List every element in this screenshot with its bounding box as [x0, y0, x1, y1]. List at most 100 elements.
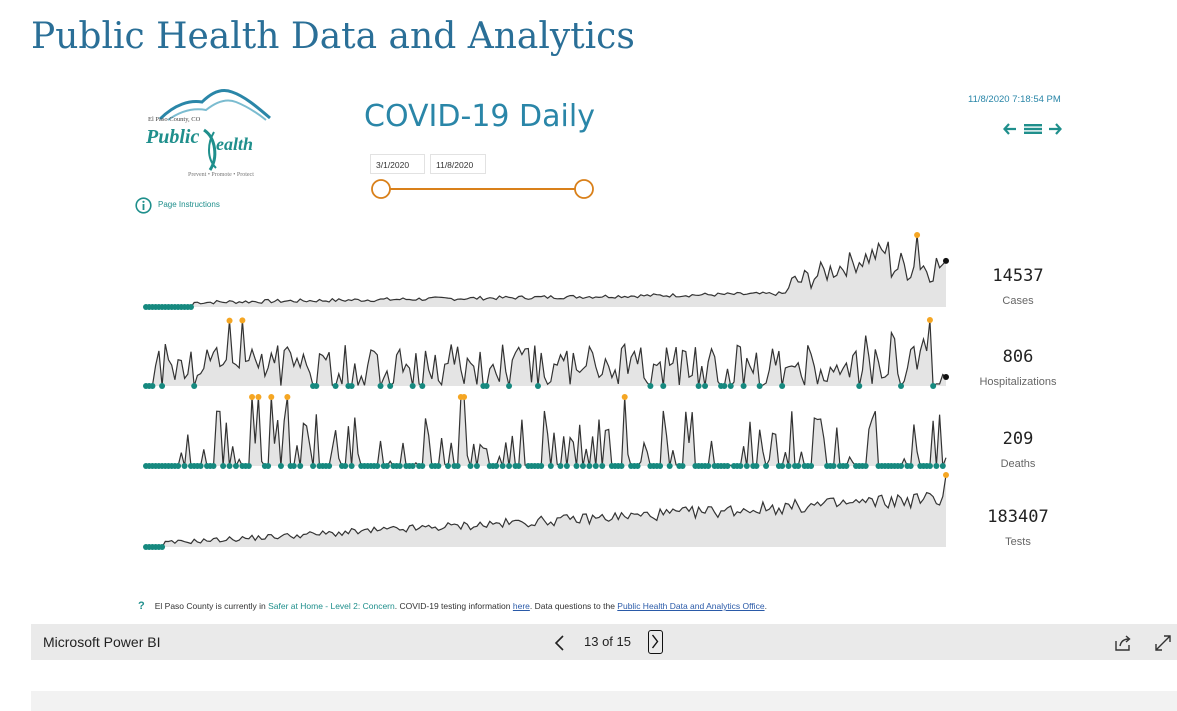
testing-info-link[interactable]: here: [512, 601, 530, 611]
deaths-zero-point: [277, 463, 284, 469]
info-circle-icon[interactable]: [135, 197, 152, 214]
hosp-zero-point: [506, 383, 513, 389]
page-title: Public Health Data and Analytics: [31, 16, 635, 57]
deaths-zero-point: [383, 463, 390, 469]
deaths-zero-point: [538, 463, 545, 469]
deaths-zero-point: [297, 463, 304, 469]
expand-icon[interactable]: [1153, 633, 1173, 653]
deaths-zero-point: [599, 463, 606, 469]
deaths-zero-point: [557, 463, 564, 469]
deaths-zero-point: [705, 463, 712, 469]
question-mark-icon[interactable]: ?: [138, 600, 145, 612]
hosp-zero-point: [756, 383, 763, 389]
footer-text-1: El Paso County is currently in: [154, 601, 269, 611]
hosp-zero-point: [348, 383, 355, 389]
hosp-last-point: [943, 374, 949, 380]
hosp-area: [146, 320, 946, 386]
date-range-slider[interactable]: [368, 177, 598, 201]
hosp-zero-point: [534, 383, 541, 389]
deaths-zero-point: [753, 463, 760, 469]
deaths-zero-point: [499, 463, 506, 469]
slider-end-handle[interactable]: [574, 179, 594, 199]
footer-text-3: . Data questions to the: [529, 601, 618, 611]
powerbi-toolbar: Microsoft Power BI 13 of 15: [31, 624, 1177, 660]
hosp-zero-point: [727, 383, 734, 389]
hosp-line: [146, 319, 947, 388]
hospitalizations-kpi-label: Hospitalizations: [979, 376, 1057, 388]
date-start-input[interactable]: 3/1/2020: [370, 154, 425, 174]
tests-peak-point: [943, 472, 949, 478]
tests-line: [146, 474, 947, 548]
hosp-zero-point: [191, 383, 198, 389]
chevron-left-icon[interactable]: [550, 633, 570, 653]
deaths-peak-point: [621, 394, 628, 400]
arrow-left-icon[interactable]: [1002, 121, 1018, 137]
footer-note: ? El Paso County is currently in Safer at…: [138, 600, 767, 612]
share-icon[interactable]: [1113, 633, 1133, 653]
bottom-strip: [31, 691, 1177, 711]
deaths-zero-point: [245, 463, 252, 469]
bookmark-menu-icon[interactable]: [1023, 123, 1043, 135]
deaths-zero-point: [898, 463, 905, 469]
date-end-input[interactable]: 11/8/2020: [430, 154, 486, 174]
deaths-zero-point: [374, 463, 381, 469]
cases-last-point: [943, 257, 949, 264]
hosp-zero-point: [702, 383, 709, 389]
deaths-zero-point: [454, 463, 461, 469]
cases-zero-point: [187, 304, 194, 310]
hosp-zero-point: [695, 383, 702, 389]
status-level-text: Safer at Home - Level 2: Concern: [268, 601, 395, 611]
deaths-area: [146, 397, 946, 466]
hosp-zero-point: [159, 383, 166, 389]
footer-text-2: . COVID-19 testing information: [394, 601, 513, 611]
footer-text-4: .: [764, 601, 767, 611]
powerbi-brand[interactable]: Microsoft Power BI: [43, 634, 161, 650]
hosp-zero-point: [483, 383, 490, 389]
deaths-sparkline: [143, 394, 947, 469]
slider-start-handle[interactable]: [371, 179, 391, 199]
hospitalizations-kpi-value: 806: [1002, 347, 1034, 367]
cases-peak-point: [914, 232, 921, 238]
page-counter: 13 of 15: [584, 634, 631, 649]
deaths-zero-point: [396, 463, 403, 469]
hosp-zero-point: [898, 383, 905, 389]
hosp-zero-point: [647, 383, 654, 389]
deaths-zero-point: [586, 463, 593, 469]
deaths-zero-point: [342, 463, 349, 469]
hosp-zero-point: [660, 383, 667, 389]
deaths-zero-point: [634, 463, 641, 469]
deaths-zero-point: [657, 463, 664, 469]
logo-county-text: El Paso County, CO: [148, 116, 201, 123]
hosp-peak-point: [226, 317, 233, 324]
arrow-right-icon[interactable]: [1047, 121, 1063, 137]
deaths-zero-point: [939, 463, 946, 469]
deaths-zero-point: [743, 463, 750, 469]
mountain-logo-icon: [158, 88, 271, 121]
deaths-zero-point: [724, 463, 731, 469]
deaths-zero-point: [197, 463, 204, 469]
logo-health-text: ealth: [216, 134, 254, 154]
deaths-zero-point: [618, 463, 625, 469]
deaths-zero-point: [326, 463, 333, 469]
deaths-zero-point: [467, 463, 474, 469]
deaths-zero-point: [737, 463, 744, 469]
hosp-zero-point: [930, 383, 937, 389]
deaths-zero-point: [785, 463, 792, 469]
deaths-zero-point: [547, 463, 554, 469]
deaths-peak-point: [461, 394, 468, 400]
deaths-zero-point: [435, 463, 442, 469]
deaths-zero-point: [175, 463, 182, 469]
deaths-zero-point: [808, 463, 815, 469]
deaths-zero-point: [679, 463, 686, 469]
next-page-button[interactable]: [648, 630, 663, 654]
logo-h-swoosh-icon: [203, 128, 217, 171]
hosp-zero-point: [740, 383, 747, 389]
data-office-link[interactable]: Public Health Data and Analytics Office: [617, 601, 765, 611]
tests-area: [146, 475, 946, 547]
hosp-zero-point: [856, 383, 863, 389]
hosp-zero-point: [332, 383, 339, 389]
cases-kpi-value: 14537: [992, 266, 1044, 286]
deaths-kpi-value: 209: [1002, 429, 1034, 449]
deaths-peak-point: [249, 394, 256, 400]
page-instructions-link[interactable]: Page Instructions: [158, 200, 220, 209]
